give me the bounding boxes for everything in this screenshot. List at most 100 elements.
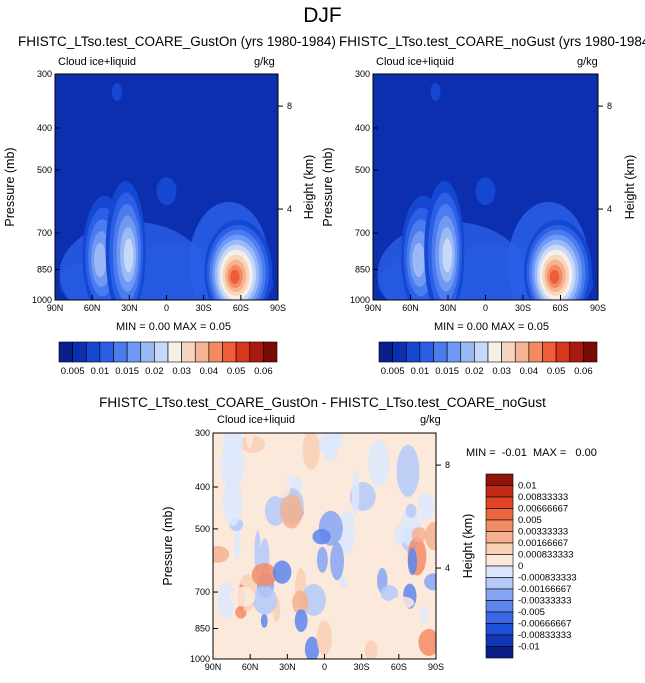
colorbar-box bbox=[485, 623, 514, 636]
xtick-label: 60N bbox=[242, 662, 259, 672]
colorbars-top: 0.005 0.01 0.015 0.02 0.03 0.04 0.05 0.06 0.005… bbox=[58, 341, 598, 377]
colorbar-box bbox=[433, 341, 448, 363]
diff-patch bbox=[407, 547, 418, 576]
colorbar-label: -0.005 bbox=[518, 607, 545, 618]
diff-patch bbox=[245, 433, 254, 449]
colorbar-box bbox=[487, 341, 502, 363]
panel3-field bbox=[213, 433, 436, 659]
ytick-label: 300 bbox=[37, 69, 52, 79]
diff-patch bbox=[330, 542, 344, 581]
contour-level bbox=[156, 177, 177, 206]
contour-level bbox=[442, 238, 453, 273]
xtick-label: 0 bbox=[164, 303, 169, 313]
diff-patch bbox=[292, 590, 309, 615]
diff-patch bbox=[364, 640, 378, 659]
colorbar-box bbox=[542, 341, 557, 363]
panel3-title: FHISTC_LTso.test_COARE_GustOn - FHISTC_L… bbox=[99, 395, 546, 410]
ytick-label: 400 bbox=[37, 123, 52, 133]
xtick-label: 0 bbox=[322, 662, 327, 672]
xtick-label: 90S bbox=[590, 303, 606, 313]
colorbar-label: 0.06 bbox=[574, 366, 593, 377]
height-tick-label: 8 bbox=[445, 460, 450, 470]
panel3-ylabel: Pressure (mb) bbox=[161, 506, 175, 585]
diff-patch bbox=[351, 470, 360, 517]
height-tick-label: 4 bbox=[607, 204, 612, 214]
colorbar-label: -0.01 bbox=[518, 642, 540, 653]
colorbar-box bbox=[485, 508, 514, 521]
diff-patch bbox=[380, 585, 399, 601]
diff-patch bbox=[368, 439, 390, 487]
colorbar-label: 0.000833333 bbox=[518, 550, 573, 561]
diff-patch bbox=[213, 546, 230, 563]
xtick-label: 90S bbox=[270, 303, 286, 313]
ytick-label: 850 bbox=[355, 264, 370, 274]
xtick-label: 60N bbox=[84, 303, 101, 313]
ytick-label: 400 bbox=[355, 123, 370, 133]
diff-patch bbox=[338, 510, 356, 554]
diff-patch bbox=[217, 582, 236, 620]
contour-level bbox=[123, 238, 134, 273]
colorbar-box bbox=[485, 473, 514, 486]
ytick-label: 700 bbox=[355, 228, 370, 238]
colorbar-label: 0.005 bbox=[61, 366, 85, 377]
colorbar-label: 0.04 bbox=[200, 366, 219, 377]
panel1-field bbox=[55, 74, 278, 300]
colorbar-diff: 0.010.008333330.006666670.0050.003333330… bbox=[485, 473, 577, 659]
colorbar-box bbox=[222, 341, 237, 363]
colorbar-label: 0.015 bbox=[115, 366, 139, 377]
colorbar-box bbox=[405, 341, 421, 363]
colorbar-box bbox=[583, 341, 598, 363]
diff-patch bbox=[294, 609, 308, 632]
colorbar-box bbox=[263, 341, 278, 363]
diff-patch bbox=[222, 478, 243, 526]
colorbar-label: 0.015 bbox=[435, 366, 459, 377]
diff-patch bbox=[220, 443, 245, 487]
height-tick-label: 4 bbox=[287, 204, 292, 214]
diff-patch bbox=[304, 636, 320, 659]
diff-patch bbox=[418, 492, 434, 521]
ytick-label: 1000 bbox=[190, 654, 210, 664]
colorbar-label: 0.01 bbox=[411, 366, 430, 377]
xtick-label: 30S bbox=[515, 303, 531, 313]
diff-patch bbox=[420, 605, 428, 624]
colorbar-label: -0.00666667 bbox=[518, 619, 571, 630]
colorbar-box bbox=[460, 341, 475, 363]
diff-patch bbox=[234, 522, 241, 560]
colorbar-label: 0.00833333 bbox=[518, 492, 568, 503]
height-tick-label: 8 bbox=[287, 101, 292, 111]
colorbar-box bbox=[99, 341, 114, 363]
panel2-left-label: Cloud ice+liquid bbox=[376, 56, 454, 68]
diff-patch bbox=[411, 527, 427, 543]
diff-patch bbox=[405, 503, 417, 518]
colorbar-box bbox=[419, 341, 434, 363]
contour-level bbox=[111, 82, 122, 101]
colorbar-box bbox=[140, 341, 155, 363]
xtick-label: 90N bbox=[205, 662, 222, 672]
diff-patch bbox=[396, 444, 420, 497]
colorbar-box bbox=[126, 341, 142, 363]
diff-patch bbox=[418, 628, 436, 657]
colorbar-box bbox=[485, 554, 514, 567]
colorbar-label: 0.005 bbox=[518, 515, 542, 526]
colorbar-label: -0.00333333 bbox=[518, 596, 571, 607]
ytick-label: 300 bbox=[355, 69, 370, 79]
ytick-label: 850 bbox=[37, 264, 52, 274]
colorbar-box bbox=[235, 341, 251, 363]
colorbar-box bbox=[392, 341, 407, 363]
panel1-ylabel: Pressure (mb) bbox=[3, 147, 17, 226]
height-tick-label: 4 bbox=[445, 563, 450, 573]
contour-level bbox=[230, 269, 240, 285]
diff-patch bbox=[230, 586, 256, 607]
panel1-left-label: Cloud ice+liquid bbox=[58, 56, 136, 68]
colorbar-box bbox=[485, 542, 514, 555]
colorbar-label: -0.00166667 bbox=[518, 584, 571, 595]
page-title: DJF bbox=[303, 4, 342, 27]
panel2-right-axis-label: Height (km) bbox=[623, 155, 637, 220]
colorbar-box bbox=[569, 341, 584, 363]
diff-patch bbox=[272, 560, 292, 584]
panel3-left-label: Cloud ice+liquid bbox=[217, 414, 295, 426]
height-tick-label: 8 bbox=[607, 101, 612, 111]
colorbar-box bbox=[167, 341, 182, 363]
